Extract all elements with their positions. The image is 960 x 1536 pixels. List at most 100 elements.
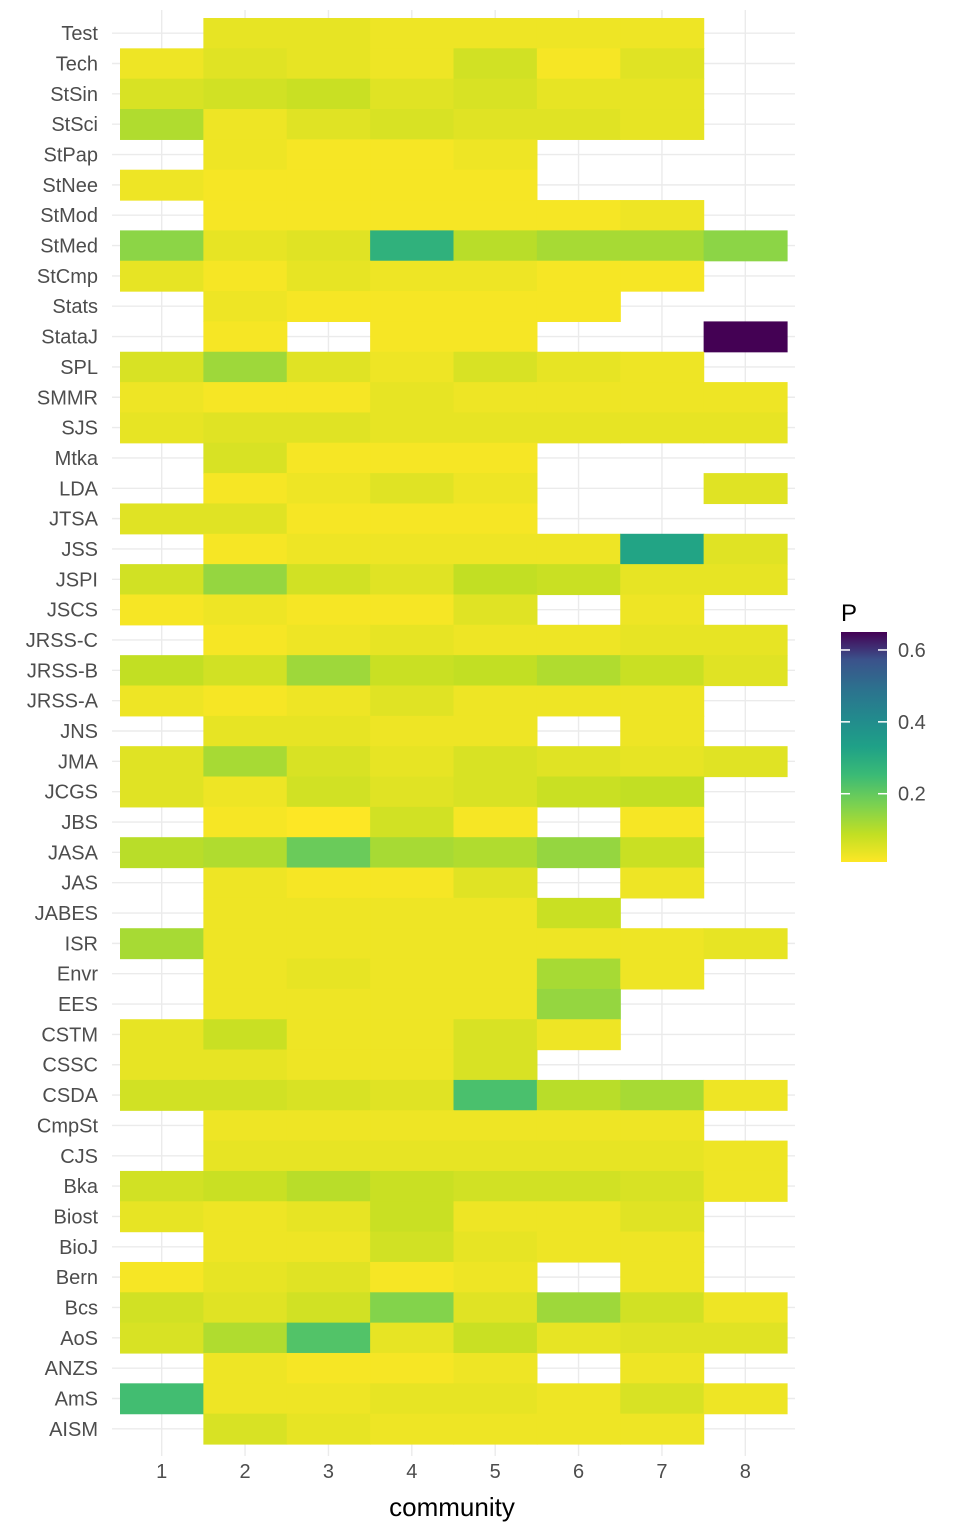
heatmap-cell (453, 351, 538, 383)
heatmap-cell (203, 1322, 288, 1354)
heatmap-cell (286, 1049, 371, 1081)
y-tick-label: Biost (54, 1206, 99, 1228)
heatmap-cell (536, 1231, 621, 1263)
heatmap-cell (620, 48, 705, 80)
y-tick-label: ANZS (45, 1358, 98, 1380)
heatmap-cell (453, 382, 538, 414)
heatmap-cell (536, 1170, 621, 1202)
heatmap-cell (286, 230, 371, 262)
heatmap-cell (620, 1383, 705, 1415)
heatmap-cell (120, 503, 204, 535)
x-tick-label: 5 (490, 1461, 501, 1483)
heatmap-cell (203, 109, 288, 140)
heatmap-cell (620, 200, 705, 231)
heatmap-cell (286, 412, 371, 444)
heatmap-cell (203, 291, 288, 323)
heatmap-cell (620, 260, 705, 292)
heatmap-cell (286, 928, 371, 960)
heatmap-cell (203, 988, 288, 1020)
heatmap-cell (453, 291, 538, 323)
heatmap-cell (703, 382, 788, 414)
heatmap-cell (453, 988, 538, 1020)
x-tick-label: 6 (573, 1461, 584, 1483)
heatmap-cell (286, 351, 371, 383)
heatmap-cell (286, 78, 371, 110)
heatmap-cell (703, 624, 788, 656)
heatmap-cell (370, 200, 455, 231)
heatmap-cell (620, 564, 705, 596)
heatmap-cell (286, 806, 371, 838)
heatmap-cell (536, 746, 621, 778)
heatmap-cell (453, 1049, 538, 1081)
heatmap-cell (453, 503, 538, 535)
heatmap-cell (370, 473, 455, 505)
heatmap-cell (536, 230, 621, 262)
heatmap-cell (620, 1322, 705, 1354)
heatmap-cell (703, 1292, 788, 1324)
heatmap-cell (370, 412, 455, 444)
heatmap-cell (536, 1110, 621, 1142)
y-axis-tick-labels: Test Tech StSin StSci StPap StNee StMod StMed St… (26, 23, 99, 1441)
heatmap-cell (620, 1413, 705, 1445)
heatmap-cell (370, 351, 455, 383)
heatmap-cell (120, 412, 204, 444)
heatmap-cell (120, 1049, 204, 1081)
y-tick-label: StPap (44, 145, 98, 167)
heatmap-cell (370, 78, 455, 110)
heatmap-cell (120, 1079, 204, 1111)
heatmap-cell (370, 1019, 455, 1051)
heatmap-cell (286, 442, 371, 474)
heatmap-cell (453, 260, 538, 292)
heatmap-cell (203, 321, 288, 353)
heatmap-cell (286, 1261, 371, 1293)
heatmap-cell (120, 351, 204, 383)
heatmap-cell (286, 1352, 371, 1384)
heatmap-cell (120, 169, 204, 201)
y-tick-label: Bcs (65, 1297, 98, 1319)
legend-colorbar (841, 632, 887, 862)
heatmap-cell (620, 18, 705, 49)
heatmap-cell (453, 1079, 538, 1111)
x-axis-tick-labels: 1 2 3 4 5 6 7 8 (156, 1461, 751, 1483)
heatmap-cell (536, 78, 621, 110)
heatmap-cell (203, 473, 288, 505)
heatmap-cell (453, 564, 538, 596)
heatmap-cell (453, 1352, 538, 1384)
y-tick-label: Bka (64, 1176, 99, 1198)
heatmap-cell (286, 685, 371, 717)
heatmap-cell (370, 169, 455, 201)
y-tick-label: JRSS-B (27, 660, 98, 682)
heatmap-cell (203, 746, 288, 778)
heatmap-cell (286, 48, 371, 80)
y-tick-label: JBS (61, 812, 98, 834)
heatmap-cell (370, 48, 455, 80)
heatmap-cell (203, 655, 288, 687)
heatmap-cell (453, 1140, 538, 1172)
heatmap-cell (203, 1383, 288, 1415)
heatmap-cell (120, 78, 204, 110)
heatmap-cell (536, 928, 621, 960)
heatmap-cell (370, 746, 455, 778)
heatmap-cell (203, 594, 288, 626)
heatmap-cell (620, 1352, 705, 1384)
heatmap-cell (536, 1383, 621, 1415)
heatmap-cells (120, 18, 788, 1445)
heatmap-cell (286, 18, 371, 49)
heatmap-cell (453, 78, 538, 110)
heatmap-cell (536, 533, 621, 565)
y-tick-label: Test (61, 23, 98, 45)
heatmap-cell (620, 1261, 705, 1293)
legend-tick-label: 0.2 (898, 784, 926, 806)
heatmap-cell (286, 139, 371, 171)
heatmap-cell (286, 594, 371, 626)
y-tick-label: JCGS (45, 782, 98, 804)
heatmap-cell (453, 473, 538, 505)
heatmap-cell (203, 230, 288, 262)
heatmap-cell (370, 1201, 455, 1233)
heatmap-cell (620, 1231, 705, 1263)
heatmap-cell (453, 412, 538, 444)
heatmap-cell (286, 533, 371, 565)
heatmap-cell (536, 564, 621, 596)
heatmap-cell (536, 958, 621, 990)
y-tick-label: BioJ (59, 1237, 98, 1259)
